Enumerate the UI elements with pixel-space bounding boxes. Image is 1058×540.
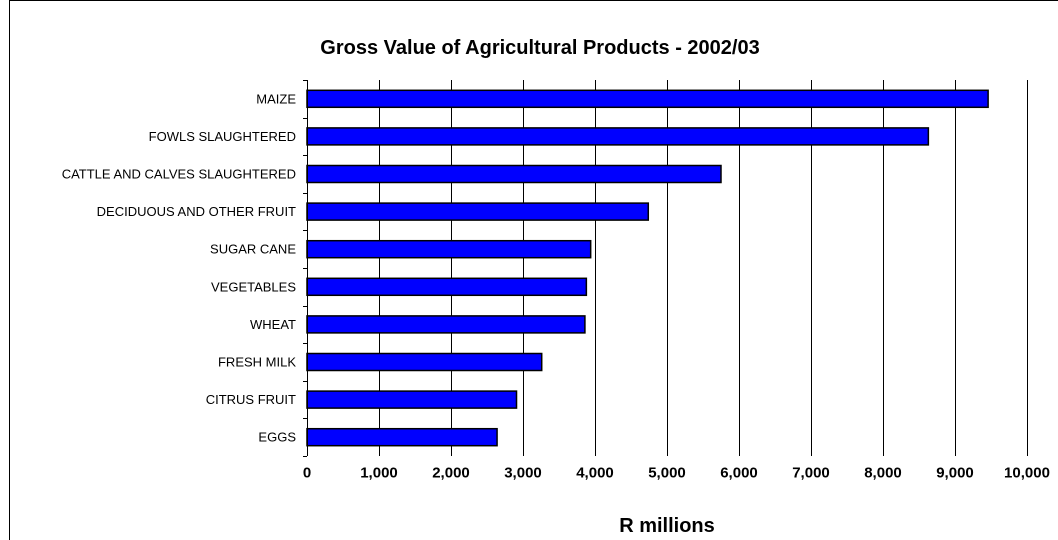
- category-label: FRESH MILK: [218, 355, 296, 370]
- bar: [306, 277, 588, 297]
- bars: [306, 89, 989, 447]
- bar: [306, 89, 989, 109]
- category-label: VEGETABLES: [211, 279, 296, 294]
- bar: [306, 164, 722, 184]
- bar: [306, 127, 930, 146]
- x-tick-label: 1,000: [360, 464, 398, 481]
- x-axis-title: R millions: [619, 515, 715, 537]
- chart-title: Gross Value of Agricultural Products - 2…: [320, 37, 759, 59]
- category-label: CATTLE AND CALVES SLAUGHTERED: [62, 167, 296, 182]
- x-tick-label: 9,000: [936, 464, 974, 481]
- category-label: EGGS: [258, 430, 296, 445]
- x-tick-label: 8,000: [864, 464, 902, 481]
- x-tick-labels: 0 1,000 2,000 3,000 4,000 5,000 6,000 7,000 8,00…: [303, 464, 1050, 481]
- x-tick-label: 2,000: [432, 464, 470, 481]
- category-label: FOWLS SLAUGHTERED: [149, 129, 296, 144]
- bar: [306, 427, 498, 447]
- category-label: DECIDUOUS AND OTHER FRUIT: [97, 204, 296, 219]
- x-tick-label: 10,000: [1004, 464, 1050, 481]
- bar: [306, 352, 543, 372]
- bar: [306, 202, 650, 221]
- x-tick-label: 4,000: [576, 464, 614, 481]
- category-labels: MAIZE FOWLS SLAUGHTERED CATTLE AND CALVES …: [62, 91, 297, 444]
- x-tick-label: 6,000: [720, 464, 758, 481]
- bar: [306, 315, 586, 334]
- category-label: WHEAT: [250, 317, 296, 332]
- category-label: CITRUS FRUIT: [206, 392, 296, 407]
- x-tick-label: 5,000: [648, 464, 686, 481]
- category-label: SUGAR CANE: [210, 242, 296, 257]
- bar: [306, 239, 592, 259]
- x-tick-label: 0: [303, 464, 311, 481]
- axes: [303, 80, 308, 457]
- x-tick-label: 7,000: [792, 464, 830, 481]
- bar: [306, 390, 518, 409]
- x-tick-label: 3,000: [504, 464, 542, 481]
- category-label: MAIZE: [256, 91, 296, 106]
